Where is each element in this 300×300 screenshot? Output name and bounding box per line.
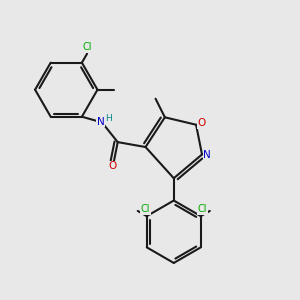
Text: O: O	[197, 118, 206, 128]
Text: N: N	[97, 117, 104, 127]
Text: Cl: Cl	[198, 204, 207, 214]
Text: Cl: Cl	[140, 204, 150, 214]
Text: N: N	[203, 150, 211, 160]
Text: Cl: Cl	[83, 42, 92, 52]
Text: H: H	[105, 114, 112, 123]
Text: O: O	[108, 161, 117, 171]
